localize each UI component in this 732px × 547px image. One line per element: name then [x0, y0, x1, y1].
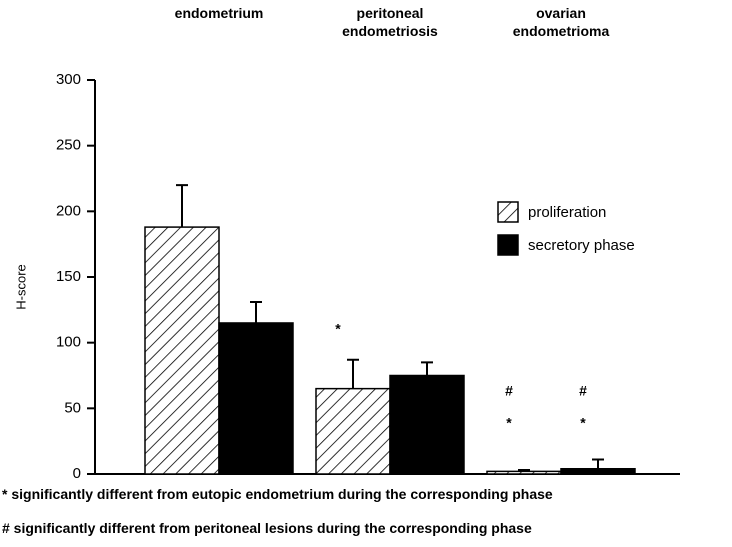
- y-tick-label: 200: [56, 202, 81, 219]
- annotation: *: [580, 415, 586, 431]
- y-tick-label: 0: [73, 465, 81, 482]
- error-bar: [518, 469, 530, 472]
- footnote: * significantly different from eutopic e…: [2, 486, 553, 502]
- bar: [144, 226, 220, 475]
- error-bar: [421, 361, 433, 376]
- legend-label: proliferation: [528, 204, 606, 221]
- bar: [560, 467, 636, 475]
- error-bar: [347, 358, 359, 389]
- category-label: ovarian endometrioma: [512, 5, 610, 39]
- error-bar: [592, 458, 604, 469]
- annotation: *: [335, 320, 341, 336]
- category-label: peritoneal endometriosis: [342, 5, 438, 39]
- category-label: endometrium: [174, 5, 264, 21]
- legend-swatch: [497, 201, 519, 223]
- y-tick-label: 150: [56, 268, 81, 285]
- footnote: # significantly different from peritonea…: [2, 520, 532, 536]
- annotation: #: [579, 383, 587, 399]
- error-bar: [176, 184, 188, 228]
- bar: [389, 374, 465, 475]
- annotation: *: [506, 415, 512, 431]
- y-tick-label: 100: [56, 334, 81, 351]
- bar: [486, 470, 562, 475]
- legend-swatch: [497, 234, 519, 256]
- legend-label: secretory phase: [528, 237, 635, 254]
- y-tick-label: 300: [56, 71, 81, 88]
- y-tick-label: 50: [64, 399, 81, 416]
- annotation: #: [505, 383, 513, 399]
- error-bar: [250, 300, 262, 323]
- bar: [218, 322, 294, 475]
- y-axis-label: H-score: [13, 264, 28, 310]
- y-tick-label: 250: [56, 137, 81, 154]
- bar: [315, 387, 391, 475]
